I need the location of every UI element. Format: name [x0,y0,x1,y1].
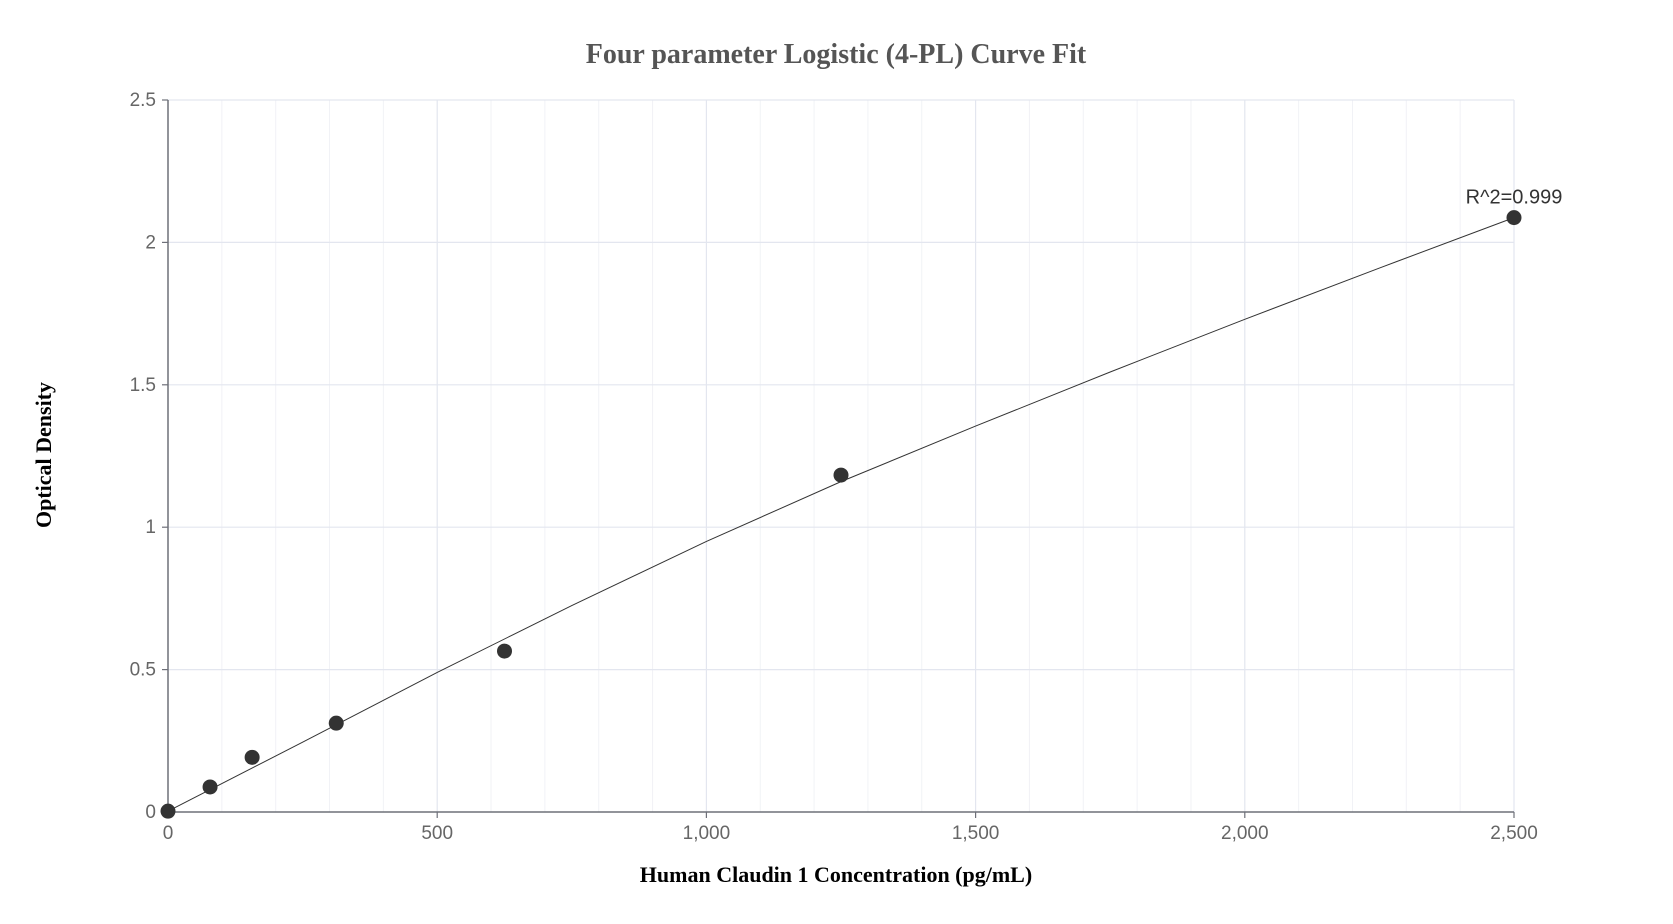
x-tick-label: 500 [421,823,453,844]
minor-gridlines [221,100,1461,812]
tick-labels: 0 500 1,000 1,500 2,000 2,500 0 0.5 1 1.5 2 2.5 [130,90,1538,844]
x-tick-label: 2,500 [1490,823,1538,844]
x-tick-label: 1,500 [952,823,1000,844]
y-tick-label: 0 [145,802,156,823]
data-point [244,749,260,765]
data-point [1506,210,1522,226]
data-point [202,779,218,795]
data-point [497,643,512,659]
x-tick-label: 2,000 [1221,823,1269,844]
y-axis-title: Optical Density [31,382,56,528]
x-tick-label: 0 [163,823,174,844]
r-squared-annotation: R^2=0.999 [1466,187,1563,209]
data-point [160,803,176,819]
y-tick-label: 1.5 [130,375,156,396]
x-axis-title: Human Claudin 1 Concentration (pg/mL) [640,862,1032,887]
data-point [328,715,344,731]
y-tick-label: 0.5 [130,660,156,681]
chart-title: Four parameter Logistic (4-PL) Curve Fit [586,39,1087,70]
y-tick-label: 1 [145,517,156,538]
fit-curve [167,217,1515,812]
y-tick-label: 2 [145,232,156,253]
series: R^2=0.999 [160,187,1563,819]
x-tick-label: 1,000 [683,823,731,844]
y-tick-label: 2.5 [130,90,156,111]
data-point [833,467,849,483]
major-gridlines [168,99,1515,812]
